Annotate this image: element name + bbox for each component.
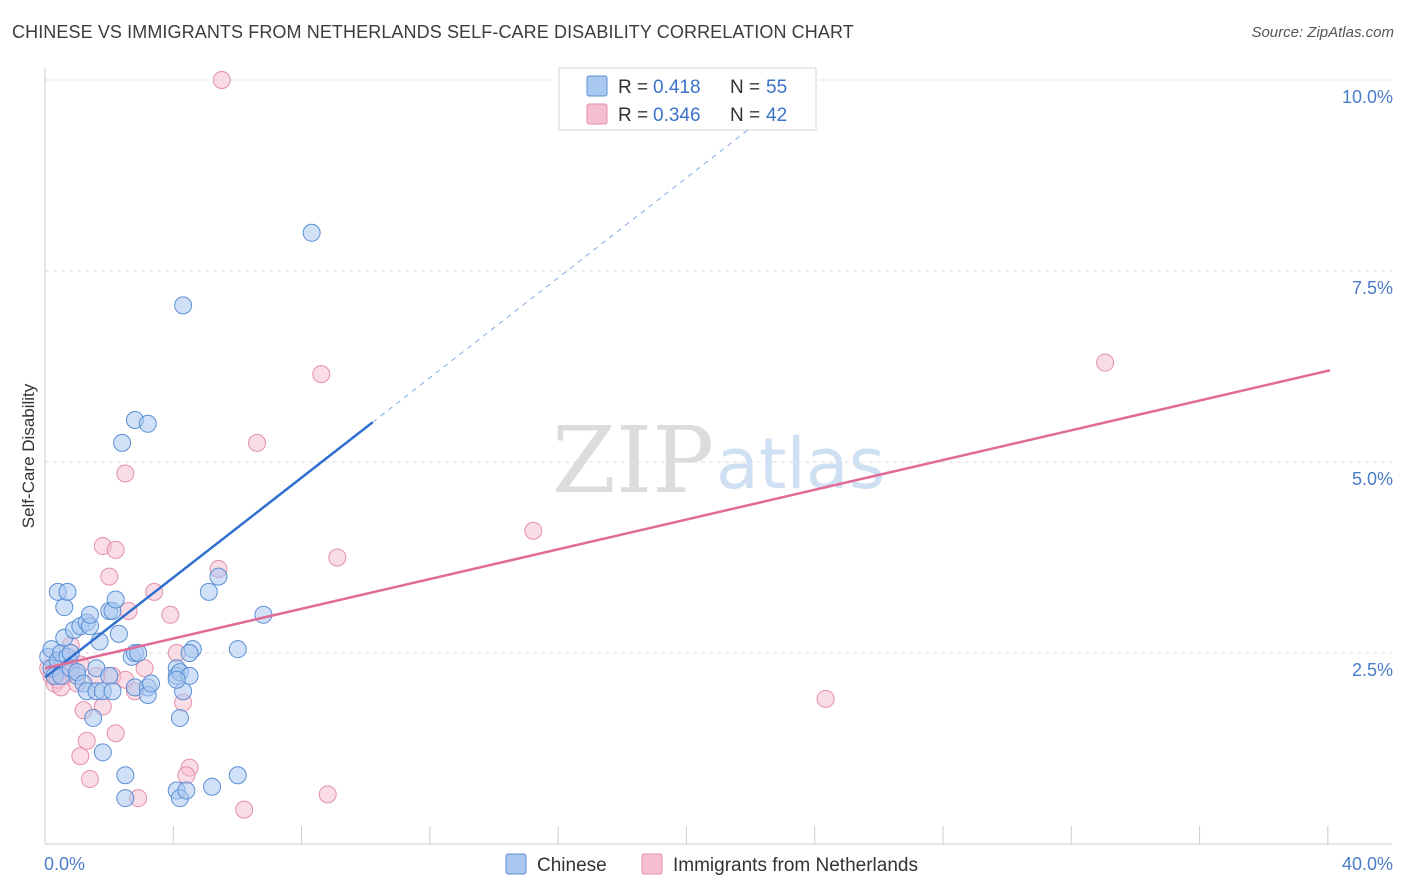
bottom-legend-swatch-chinese [505, 853, 527, 875]
gridlines [45, 79, 1392, 654]
legend-swatch-chinese [586, 75, 608, 97]
watermark-atlas: atlas [716, 423, 885, 505]
trend-lines [44, 113, 1331, 679]
point-chinese-47 [170, 708, 189, 727]
point-netherlands-32 [177, 766, 196, 785]
point-chinese-29 [100, 666, 119, 685]
point-netherlands-12 [77, 731, 96, 750]
y-tick-label-3: 10.0% [1342, 87, 1393, 107]
bottom-legend-swatch-netherlands [641, 853, 663, 875]
y-tick-label-0: 2.5% [1352, 660, 1393, 680]
source-credit: Source: ZipAtlas.com [1251, 24, 1394, 41]
point-netherlands-10 [71, 747, 90, 766]
point-netherlands-28 [161, 605, 180, 624]
trend-line-chinese-extension [372, 113, 769, 423]
point-netherlands-40 [524, 521, 543, 540]
point-chinese-66 [302, 223, 321, 242]
x-tick-max: 40.0% [1342, 854, 1393, 874]
point-chinese-35 [113, 433, 132, 452]
point-netherlands-20 [106, 540, 125, 559]
legend-n-value-netherlands: 42 [766, 105, 787, 126]
series-chinese-points [39, 223, 321, 808]
point-chinese-23 [84, 708, 103, 727]
legend-r-value-chinese: 0.418 [653, 77, 701, 98]
point-chinese-59 [177, 781, 196, 800]
legend-r-label-netherlands: R = [618, 105, 648, 126]
point-chinese-63 [203, 777, 222, 796]
correlation-legend: R = 0.418 N = 55 R = 0.346 N = 42 [558, 67, 817, 131]
legend-r-value-netherlands: 0.346 [653, 105, 701, 126]
point-netherlands-35 [235, 800, 254, 819]
point-netherlands-26 [135, 659, 154, 678]
point-netherlands-19 [106, 724, 125, 743]
point-chinese-46 [142, 674, 161, 693]
chart-title: CHINESE VS IMMIGRANTS FROM NETHERLANDS S… [12, 22, 854, 42]
point-netherlands-42 [1096, 353, 1115, 372]
point-chinese-27 [93, 743, 112, 762]
legend-n-label-chinese: N = [730, 77, 760, 98]
bottom-legend-label-netherlands: Immigrants from Netherlands [673, 855, 918, 876]
point-chinese-33 [106, 590, 125, 609]
point-netherlands-17 [100, 567, 119, 586]
y-tick-labels: 2.5% 5.0% 7.5% 10.0% [1342, 87, 1393, 680]
point-chinese-34 [109, 624, 128, 643]
series-legend: Chinese Immigrants from Netherlands [505, 853, 918, 876]
point-netherlands-13 [80, 770, 99, 789]
bottom-legend-label-chinese: Chinese [537, 855, 607, 876]
point-chinese-64 [228, 640, 247, 659]
point-chinese-56 [180, 644, 199, 662]
point-netherlands-22 [116, 464, 135, 483]
y-tick-label-1: 5.0% [1352, 469, 1393, 489]
legend-n-label-netherlands: N = [730, 105, 760, 126]
legend-r-label-chinese: R = [618, 77, 648, 98]
point-chinese-10 [58, 582, 77, 601]
point-chinese-36 [116, 766, 135, 785]
point-chinese-22 [80, 605, 99, 624]
point-chinese-9 [55, 598, 74, 617]
legend-n-value-chinese: 55 [766, 77, 787, 98]
point-netherlands-38 [318, 785, 337, 804]
point-chinese-61 [209, 567, 228, 586]
x-tick-min: 0.0% [44, 854, 85, 874]
y-axis-title: Self-Care Disability [19, 383, 38, 528]
trend-line-chinese [44, 421, 374, 679]
point-chinese-58 [167, 670, 186, 689]
axes [44, 68, 1392, 845]
watermark-zip: ZIP [552, 407, 714, 514]
point-chinese-62 [228, 766, 247, 785]
point-chinese-43 [138, 414, 157, 433]
point-chinese-48 [174, 296, 193, 315]
legend-swatch-netherlands [586, 103, 608, 125]
point-chinese-60 [199, 582, 218, 601]
point-netherlands-37 [312, 365, 331, 384]
point-netherlands-34 [212, 71, 231, 89]
watermark: ZIP atlas [552, 407, 885, 514]
point-netherlands-39 [328, 548, 347, 567]
trend-line-netherlands [44, 369, 1331, 670]
y-tick-label-2: 7.5% [1352, 278, 1393, 298]
point-chinese-37 [116, 789, 135, 808]
point-chinese-65 [254, 605, 273, 624]
point-netherlands-41 [816, 689, 835, 708]
point-chinese-32 [103, 682, 122, 701]
point-netherlands-36 [248, 433, 267, 452]
